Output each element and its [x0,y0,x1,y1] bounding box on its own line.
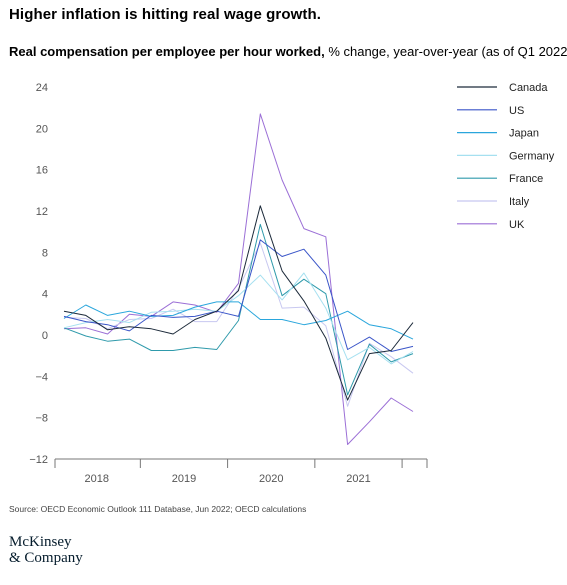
y-tick-label: 4 [42,289,48,301]
series-line-italy [63,242,414,407]
chart-title: Higher inflation is hitting real wage gr… [9,6,322,23]
y-tick-label: 12 [36,206,48,218]
legend-label-italy: Italy [509,196,530,208]
logo-line2: & Company [9,550,83,566]
legend-label-germany: Germany [509,150,555,162]
x-tick-label: 2018 [84,473,108,485]
y-tick-label: 16 [36,165,48,177]
subtitle-rest: % change, year-over-year (as of Q1 2022) [324,44,567,59]
source-note: Source: OECD Economic Outlook 111 Databa… [9,504,307,514]
x-tick-label: 2019 [172,473,196,485]
y-tick-label: −12 [29,454,48,466]
series-line-uk [63,113,414,445]
legend-label-us: US [509,105,524,117]
legend-label-france: France [509,173,543,185]
legend-label-uk: UK [509,219,525,231]
series-line-canada [63,205,414,401]
line-chart: 24 20 16 12 8 4 0 −4 −8 −12 2018 2019 2020 2021 Canada… [29,82,555,485]
subtitle-bold: Real compensation per employee per hour … [9,44,325,59]
series-line-japan [63,301,414,340]
y-tick-label: 0 [42,330,48,342]
mckinsey-logo: McKinsey & Company [9,534,83,566]
series-line-germany [63,272,414,365]
series-line-france [63,223,414,396]
chart-subtitle: Real compensation per employee per hour … [9,44,567,59]
legend-label-japan: Japan [509,128,539,140]
y-tick-label: 24 [36,82,48,94]
series-line-us [63,239,414,352]
legend-label-canada: Canada [509,82,548,94]
y-tick-label: 8 [42,247,48,259]
y-tick-label: −4 [35,371,48,383]
x-tick-label: 2020 [259,473,283,485]
logo-line1: McKinsey [9,534,72,550]
y-tick-label: −8 [35,413,48,425]
y-tick-label: 20 [36,123,48,135]
x-tick-label: 2021 [346,473,370,485]
